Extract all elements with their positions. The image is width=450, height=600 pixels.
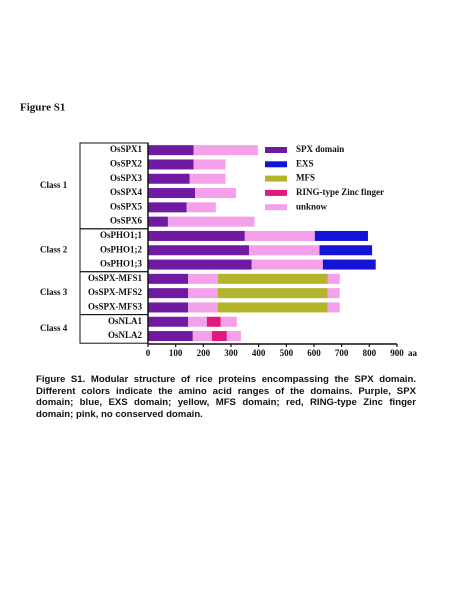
x-tick-label: 400: [252, 348, 266, 358]
x-tick-label: 500: [280, 348, 294, 358]
domain-segment: [319, 245, 373, 256]
row-label: OsSPX-MFS2: [88, 287, 143, 297]
domain-segment: [189, 173, 226, 184]
domain-segment: [148, 173, 190, 184]
row-label: OsNLA1: [108, 316, 143, 326]
domain-segment: [193, 145, 258, 156]
domain-segment: [248, 245, 320, 256]
domain-segment: [148, 202, 187, 213]
domain-segment: [195, 188, 236, 199]
caption: Figure S1. Modular structure of rice pro…: [36, 374, 416, 420]
x-tick-label: 600: [307, 348, 321, 358]
legend-label: RING-type Zinc finger: [296, 187, 384, 197]
domain-segment: [148, 302, 189, 313]
figure-title: Figure S1: [20, 102, 65, 114]
domain-segment: [188, 316, 207, 327]
class-label: Class 3: [40, 287, 68, 297]
x-tick-label: 200: [197, 348, 211, 358]
row-label: OsSPX-MFS1: [88, 273, 143, 283]
x-tick-label: 800: [363, 348, 377, 358]
domain-segment: [148, 145, 194, 156]
domain-segment: [148, 288, 189, 299]
legend-label: MFS: [296, 173, 315, 183]
domain-segment: [314, 230, 368, 241]
row-label: OsSPX3: [110, 173, 143, 183]
legend-swatch: [265, 204, 287, 211]
legend-swatch: [265, 161, 287, 168]
domain-segment: [167, 216, 255, 227]
legend-label: EXS: [296, 158, 314, 168]
domain-segment: [186, 202, 216, 213]
domain-segment: [251, 259, 323, 270]
domain-segment: [148, 159, 194, 170]
domain-segment: [148, 245, 249, 256]
domain-segment: [211, 331, 227, 342]
row-label: OsPHO1;2: [100, 244, 142, 254]
domain-segment: [148, 273, 189, 284]
legend-swatch: [265, 147, 287, 153]
x-tick-label: 700: [335, 348, 349, 358]
row-label: OsSPX1: [110, 144, 143, 154]
class-label: Class 1: [40, 180, 68, 190]
domain-segment: [327, 302, 340, 313]
domain-segment: [148, 316, 189, 327]
legend-swatch: [265, 175, 287, 182]
class-label: Class 4: [40, 323, 68, 333]
legend-label: SPX domain: [296, 144, 344, 154]
domain-segment: [244, 230, 315, 241]
domain-segment: [188, 302, 218, 313]
domain-segment: [327, 288, 340, 299]
domain-segment: [188, 273, 218, 284]
domain-segment: [188, 288, 218, 299]
domain-segment: [226, 331, 241, 342]
legend-swatch: [265, 189, 287, 196]
domain-segment: [148, 230, 245, 241]
domain-segment: [322, 259, 376, 270]
domain-segment: [192, 331, 212, 342]
row-label: OsPHO1;1: [100, 230, 142, 240]
row-label: OsSPX-MFS3: [88, 302, 143, 312]
domain-segment: [148, 259, 252, 270]
row-label: OsNLA2: [108, 330, 143, 340]
domain-segment: [217, 273, 328, 284]
domain-segment: [220, 316, 237, 327]
domain-segment: [217, 302, 328, 313]
x-tick-label: 100: [169, 348, 183, 358]
x-tick-label: 0: [146, 348, 151, 358]
domain-segment: [327, 273, 340, 284]
domain-segment: [193, 159, 226, 170]
row-label: OsSPX4: [110, 187, 143, 197]
row-label: OsSPX2: [110, 159, 143, 169]
x-tick-label: 900: [390, 348, 404, 358]
domain-segment: [217, 288, 328, 299]
row-label: OsSPX5: [110, 201, 143, 211]
domain-segment: [148, 216, 168, 227]
class-label: Class 2: [40, 244, 68, 254]
domain-segment: [206, 316, 221, 327]
x-tick-label: 300: [224, 348, 238, 358]
x-unit: aa: [408, 348, 418, 358]
row-label: OsSPX6: [110, 216, 143, 226]
row-label: OsPHO1;3: [100, 259, 142, 269]
domain-segment: [148, 331, 193, 342]
legend-label: unknow: [296, 201, 328, 211]
domain-segment: [148, 188, 196, 199]
